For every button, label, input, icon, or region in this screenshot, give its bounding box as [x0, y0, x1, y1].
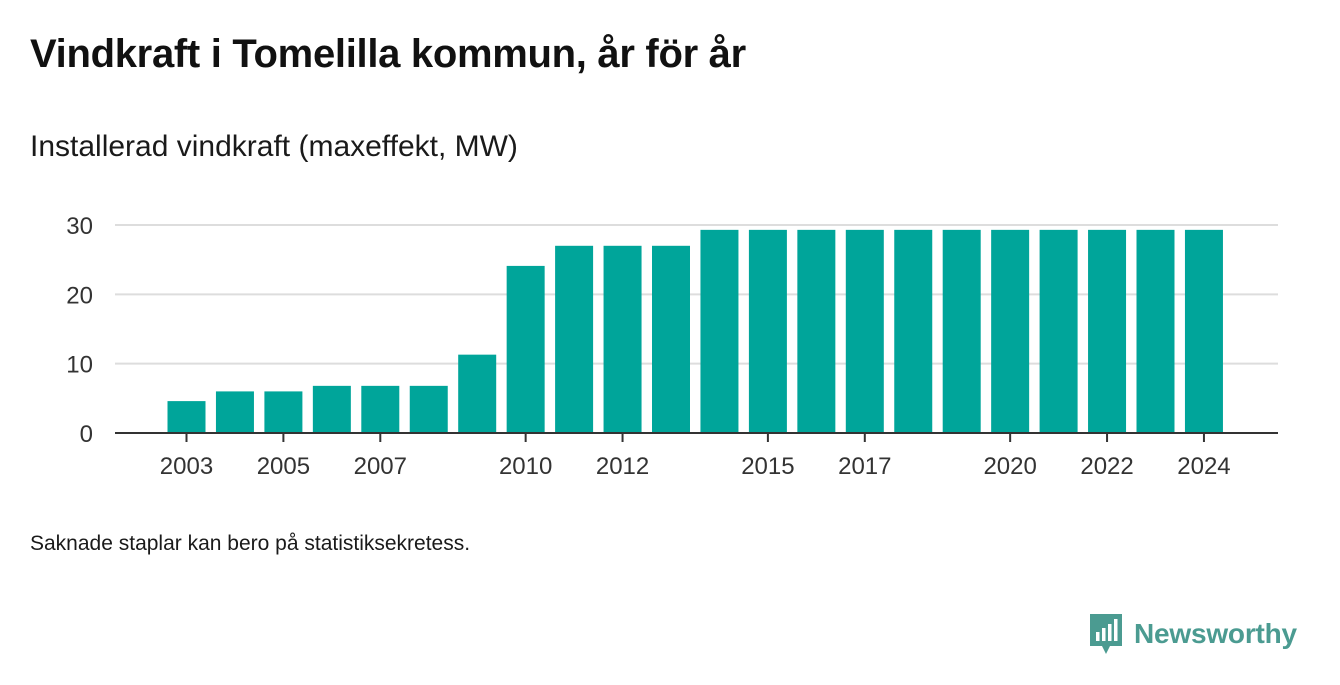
y-tick-label: 30 — [66, 213, 93, 240]
bars — [167, 229, 1223, 433]
bar-2004 — [215, 391, 254, 433]
bar-2021 — [1039, 229, 1078, 433]
bar-2011 — [555, 245, 594, 433]
bar-2012 — [603, 245, 642, 433]
newsworthy-logo[interactable]: Newsworthy — [1088, 612, 1297, 656]
chart-title: Vindkraft i Tomelilla kommun, år för år — [30, 32, 746, 76]
x-tick-label: 2003 — [160, 453, 213, 480]
bar-2005 — [264, 391, 303, 433]
x-tick-label: 2024 — [1177, 453, 1230, 480]
x-tick-label: 2012 — [596, 453, 649, 480]
bar-2019 — [942, 229, 981, 433]
footnote: Saknade staplar kan bero på statistiksek… — [30, 532, 471, 555]
bar-2022 — [1088, 229, 1127, 433]
bar-2003 — [167, 401, 206, 433]
newsworthy-logo-text: Newsworthy — [1134, 618, 1297, 649]
bar-2024 — [1184, 229, 1223, 433]
bar-2020 — [991, 229, 1030, 433]
axes: 0 10 20 30 2003 2005 2007 2010 2012 2015 2017 2020 2… — [66, 213, 1278, 480]
bar-2007 — [361, 385, 400, 433]
bar-2010 — [506, 265, 545, 433]
x-tick-label: 2017 — [838, 453, 891, 480]
bar-2017 — [845, 229, 884, 433]
bar-2023 — [1136, 229, 1175, 433]
x-tick-label: 2022 — [1080, 453, 1133, 480]
x-tick-label: 2007 — [354, 453, 407, 480]
x-tick-label: 2010 — [499, 453, 552, 480]
x-tick-label: 2015 — [741, 453, 794, 480]
newsworthy-logo-icon — [1090, 614, 1122, 654]
bar-2009 — [458, 354, 497, 433]
chart-subtitle: Installerad vindkraft (maxeffekt, MW) — [30, 130, 518, 163]
bar-2006 — [312, 385, 351, 433]
bar-2013 — [652, 245, 690, 433]
y-tick-label: 0 — [80, 421, 93, 448]
bar-2014 — [700, 229, 739, 433]
bar-2008 — [409, 385, 448, 433]
grid-lines — [115, 224, 1278, 365]
x-tick-label: 2005 — [257, 453, 310, 480]
bar-2016 — [797, 229, 836, 433]
bar-2018 — [894, 229, 933, 433]
x-tick-label: 2020 — [983, 453, 1036, 480]
y-tick-label: 20 — [66, 282, 93, 309]
y-tick-label: 10 — [66, 352, 93, 379]
bar-2015 — [748, 229, 787, 433]
